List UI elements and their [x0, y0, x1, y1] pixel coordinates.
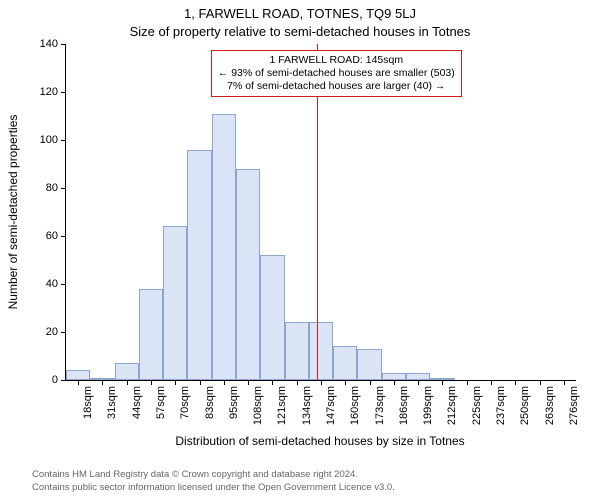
x-tick: [224, 380, 225, 385]
x-tick: [564, 380, 565, 385]
x-tick-label: 44sqm: [131, 386, 143, 419]
x-tick-label: 70sqm: [179, 386, 191, 419]
x-tick-label: 31sqm: [106, 386, 118, 419]
x-tick-label: 18sqm: [82, 386, 94, 419]
x-tick: [297, 380, 298, 385]
x-tick: [321, 380, 322, 385]
y-tick-label: 0: [52, 374, 66, 386]
x-tick: [175, 380, 176, 385]
histogram-bar: [357, 349, 381, 380]
x-tick: [467, 380, 468, 385]
x-axis-label: Distribution of semi-detached houses by …: [65, 434, 575, 448]
histogram-bar: [309, 322, 333, 380]
histogram-bar: [66, 370, 90, 380]
histogram-bar: [236, 169, 260, 380]
chart-title-main: 1, FARWELL ROAD, TOTNES, TQ9 5LJ: [0, 6, 600, 21]
x-tick-label: 263sqm: [544, 386, 556, 425]
x-tick-label: 173sqm: [374, 386, 386, 425]
x-tick: [442, 380, 443, 385]
y-tick-label: 100: [40, 134, 66, 146]
x-tick-label: 199sqm: [422, 386, 434, 425]
histogram-bar: [163, 226, 187, 380]
y-tick-label: 60: [46, 230, 66, 242]
x-tick-label: 147sqm: [325, 386, 337, 425]
x-tick: [200, 380, 201, 385]
x-tick: [345, 380, 346, 385]
x-tick: [102, 380, 103, 385]
x-tick-label: 250sqm: [519, 386, 531, 425]
x-tick-label: 186sqm: [398, 386, 410, 425]
x-tick-label: 237sqm: [495, 386, 507, 425]
plot-area: 02040608010012014018sqm31sqm44sqm57sqm70…: [65, 44, 576, 381]
y-tick-label: 40: [46, 278, 66, 290]
x-tick: [540, 380, 541, 385]
x-tick: [418, 380, 419, 385]
annotation-box: 1 FARWELL ROAD: 145sqm← 93% of semi-deta…: [211, 50, 462, 97]
y-tick-label: 80: [46, 182, 66, 194]
x-tick-label: 212sqm: [446, 386, 458, 425]
x-tick-label: 95sqm: [228, 386, 240, 419]
histogram-bar: [285, 322, 309, 380]
footer-line: Contains HM Land Registry data © Crown c…: [32, 469, 395, 481]
y-tick-label: 140: [40, 38, 66, 50]
x-tick-label: 121sqm: [276, 386, 288, 425]
annotation-line: 1 FARWELL ROAD: 145sqm: [218, 54, 455, 67]
histogram-bar: [406, 373, 430, 380]
x-tick: [127, 380, 128, 385]
x-tick: [151, 380, 152, 385]
x-tick-label: 83sqm: [204, 386, 216, 419]
y-tick-label: 20: [46, 326, 66, 338]
x-tick: [272, 380, 273, 385]
y-axis-label: Number of semi-detached properties: [6, 115, 20, 310]
histogram-bar: [139, 289, 163, 380]
x-tick-label: 57sqm: [155, 386, 167, 419]
x-tick-label: 276sqm: [568, 386, 580, 425]
histogram-bar: [260, 255, 284, 380]
chart-title-sub: Size of property relative to semi-detach…: [0, 24, 600, 39]
histogram-bar: [115, 363, 139, 380]
attribution-footer: Contains HM Land Registry data © Crown c…: [32, 469, 395, 494]
x-tick-label: 108sqm: [252, 386, 264, 425]
histogram-bar: [382, 373, 406, 380]
x-tick: [78, 380, 79, 385]
x-tick: [515, 380, 516, 385]
histogram-bar: [187, 150, 211, 380]
histogram-bar: [212, 114, 236, 380]
annotation-line: 7% of semi-detached houses are larger (4…: [218, 80, 455, 93]
x-tick: [370, 380, 371, 385]
x-tick-label: 134sqm: [301, 386, 313, 425]
y-tick-label: 120: [40, 86, 66, 98]
x-tick: [394, 380, 395, 385]
histogram-bar: [333, 346, 357, 380]
x-tick: [491, 380, 492, 385]
footer-line: Contains public sector information licen…: [32, 482, 395, 494]
annotation-line: ← 93% of semi-detached houses are smalle…: [218, 67, 455, 80]
x-tick-label: 225sqm: [471, 386, 483, 425]
x-tick-label: 160sqm: [349, 386, 361, 425]
x-tick: [248, 380, 249, 385]
